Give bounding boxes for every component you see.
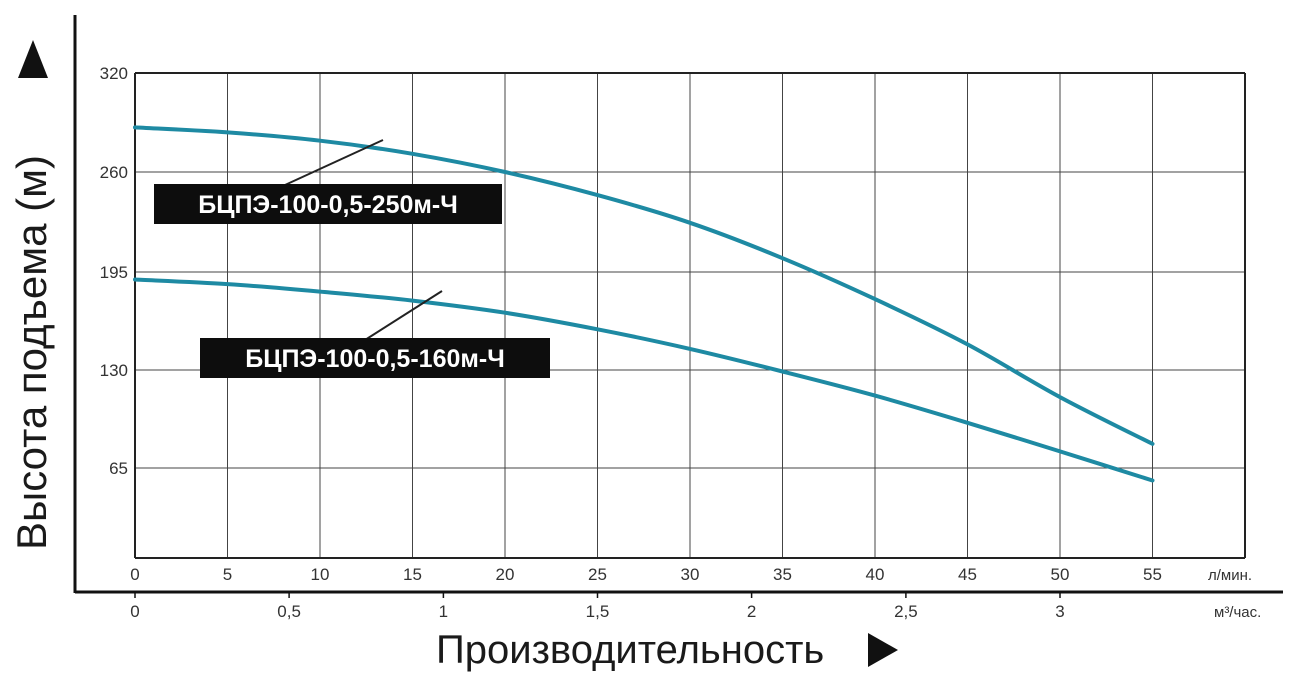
x-secondary-tick-label: 1 bbox=[439, 602, 448, 621]
x-primary-tick-label: 5 bbox=[223, 565, 232, 584]
tick-labels: 65 130 195 260 320 0 5 10 15 20 25 30 35 40 45 50 55 0 0,5… bbox=[100, 64, 1162, 621]
y-tick-label: 260 bbox=[100, 163, 128, 182]
y-tick-label: 130 bbox=[100, 361, 128, 380]
x-secondary-tick-label: 2,5 bbox=[894, 602, 918, 621]
series-label-leader-1 bbox=[284, 139, 384, 186]
series-label-2: БЦПЭ-100-0,5-160м-Ч bbox=[245, 345, 505, 373]
x-primary-unit: л/мин. bbox=[1208, 567, 1252, 584]
y-axis-arrow-icon bbox=[18, 40, 48, 78]
y-axis-title: Высота подъема (м) bbox=[8, 155, 55, 550]
x-primary-tick-label: 0 bbox=[130, 565, 139, 584]
x-primary-tick-label: 20 bbox=[496, 565, 515, 584]
x-secondary-tick-label: 3 bbox=[1055, 602, 1064, 621]
series-curves bbox=[133, 125, 1155, 483]
series-label-1: БЦПЭ-100-0,5-250м-Ч bbox=[198, 191, 458, 219]
x-axis-title: Производительность bbox=[436, 628, 824, 672]
x-primary-tick-label: 50 bbox=[1051, 565, 1070, 584]
grid-lines bbox=[135, 73, 1245, 558]
y-tick-label: 195 bbox=[100, 263, 128, 282]
x-primary-tick-label: 30 bbox=[681, 565, 700, 584]
y-tick-label: 320 bbox=[100, 64, 128, 83]
x-primary-tick-label: 55 bbox=[1143, 565, 1162, 584]
series-label-box-2 bbox=[200, 338, 550, 378]
y-tick-label: 65 bbox=[109, 459, 128, 478]
x-secondary-tick-label: 1,5 bbox=[586, 602, 610, 621]
x-primary-tick-label: 25 bbox=[588, 565, 607, 584]
x-primary-tick-label: 15 bbox=[403, 565, 422, 584]
x-primary-tick-label: 10 bbox=[311, 565, 330, 584]
x-axis-arrow-icon bbox=[868, 633, 898, 667]
series-line-1 bbox=[133, 125, 1155, 446]
x-primary-tick-label: 35 bbox=[773, 565, 792, 584]
x-secondary-tick-label: 0 bbox=[130, 602, 139, 621]
x-secondary-tick-label: 0,5 bbox=[277, 602, 301, 621]
series-label-leader-2 bbox=[364, 290, 443, 341]
series-line-2 bbox=[133, 277, 1155, 483]
x-primary-tick-label: 40 bbox=[866, 565, 885, 584]
x-primary-tick-label: 45 bbox=[958, 565, 977, 584]
x-secondary-tick-label: 2 bbox=[747, 602, 756, 621]
plot-frame bbox=[73, 15, 1283, 594]
x-secondary-unit: м³/час. bbox=[1214, 604, 1261, 621]
series-label-box-1 bbox=[154, 184, 502, 224]
